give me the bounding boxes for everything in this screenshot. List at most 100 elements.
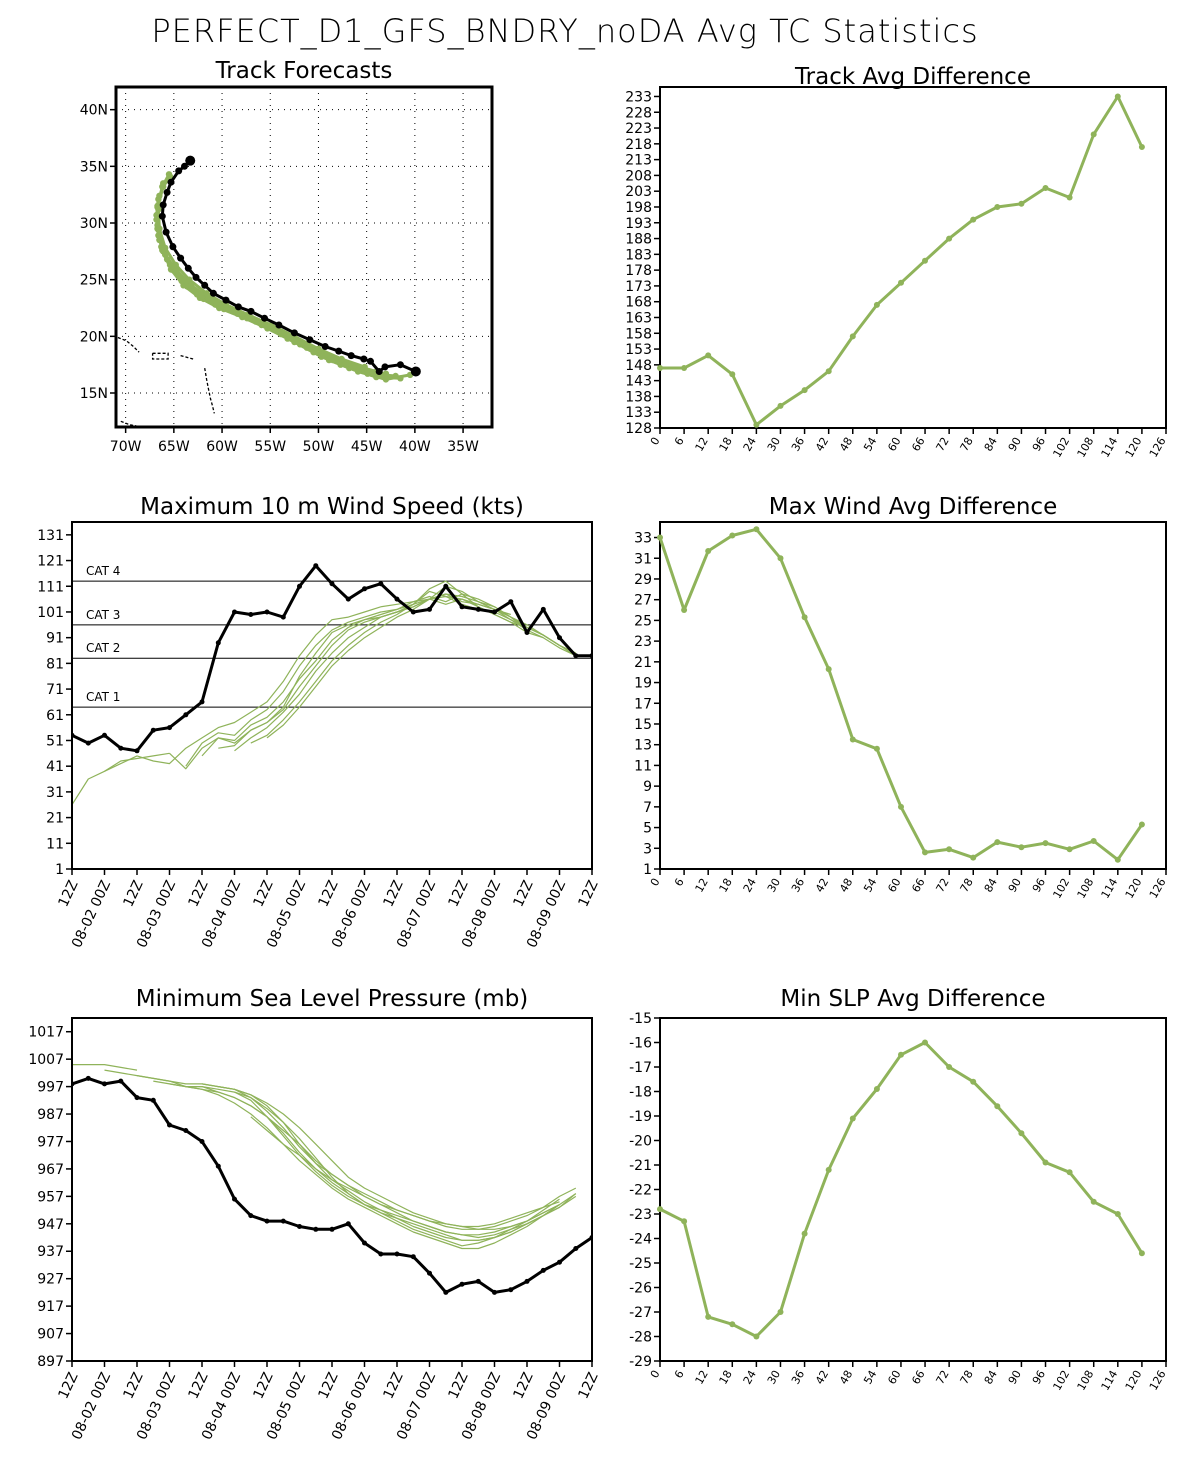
forecast-track-4 <box>155 195 377 373</box>
slp-observed-point-1 <box>85 1075 91 1081</box>
x-tick-label: 114 <box>1099 1368 1121 1393</box>
y-tick-label: 1017 <box>28 1025 64 1041</box>
y-tick-label: 111 <box>37 579 64 595</box>
wind_diff-point-7 <box>825 666 832 673</box>
y-tick-label: 128 <box>625 421 652 437</box>
slp-forecast-1 <box>104 1069 577 1241</box>
observed-track-point-2 <box>381 363 389 371</box>
x-tick-label: 70W <box>110 439 142 455</box>
track_diff-point-17 <box>1066 194 1073 201</box>
y-tick-label: 168 <box>625 295 652 311</box>
observed-track-point-3 <box>375 368 383 375</box>
wind_diff-point-1 <box>681 607 688 613</box>
y-tick-label: 203 <box>625 184 652 200</box>
wind-observed-point-10 <box>232 609 237 615</box>
x-tick-label: 48 <box>837 1368 855 1387</box>
track_diff-point-19 <box>1114 93 1121 100</box>
slp-observed-point-8 <box>199 1139 205 1144</box>
wind-observed-point-5 <box>150 727 156 733</box>
x-tick-label: 102 <box>1050 876 1072 901</box>
wind-observed-point-13 <box>280 614 286 620</box>
x-tick-label: 12Z <box>381 878 407 910</box>
x-tick-label: 24 <box>741 435 759 454</box>
y-tick-label: 81 <box>46 656 64 672</box>
x-tick-label: 12Z <box>121 1370 147 1402</box>
x-tick-label: 12Z <box>576 878 602 910</box>
slp-observed-point-28 <box>524 1278 530 1284</box>
x-tick-label: 90 <box>1006 1368 1024 1387</box>
forecast-track-2-point-14 <box>160 180 167 187</box>
wind-forecast-1 <box>104 595 511 772</box>
slp-observed-point-31 <box>573 1246 579 1251</box>
x-tick-label: 40W <box>399 439 431 455</box>
y-tick-label: 188 <box>625 232 652 248</box>
forecast-track-5-point-1 <box>338 355 345 363</box>
wind-observed-point-4 <box>134 748 140 754</box>
slp-observed-point-13 <box>280 1218 286 1224</box>
x-tick-label: 0 <box>648 435 663 448</box>
forecast-track-2 <box>156 182 396 378</box>
track-plot-area <box>116 87 492 427</box>
slp_diff-point-6 <box>801 1230 808 1237</box>
slp_diff-point-17 <box>1066 1169 1073 1176</box>
observed-track-point-26 <box>167 178 175 186</box>
y-tick-label: 158 <box>625 326 652 342</box>
wind-observed-point-18 <box>362 586 367 592</box>
observed-track-point-21 <box>169 243 177 251</box>
x-tick-label: 102 <box>1050 435 1072 460</box>
y-tick-label: 41 <box>46 759 64 775</box>
slp-forecast-8 <box>250 1116 560 1228</box>
y-tick-label: -24 <box>629 1232 652 1248</box>
x-tick-label: 120 <box>1123 435 1145 460</box>
x-tick-label: 96 <box>1030 435 1048 454</box>
wind_diff-frame <box>659 521 1167 870</box>
slp_diff-point-20 <box>1138 1250 1145 1257</box>
track_diff-point-16 <box>1042 185 1049 191</box>
slp_diff-point-8 <box>849 1115 856 1122</box>
y-tick-label: -22 <box>629 1183 652 1199</box>
x-tick-label: 60 <box>885 876 903 895</box>
slp-observed-point-26 <box>492 1289 497 1295</box>
wind-observed-point-16 <box>329 581 335 587</box>
wind-observed-point-9 <box>215 640 221 646</box>
forecast-track-1-point-0 <box>397 375 404 382</box>
slp-frame <box>71 1017 593 1362</box>
wind-observed-point-11 <box>248 612 254 617</box>
y-tick-label: -20 <box>629 1134 652 1150</box>
observed-track-point-12 <box>261 314 268 322</box>
y-tick-label: 31 <box>46 785 64 801</box>
y-tick-label: 178 <box>625 263 652 279</box>
coastline-0 <box>117 336 140 353</box>
x-tick-label: 12Z <box>316 878 342 910</box>
y-tick-label: 31 <box>634 551 652 567</box>
x-tick-label: 126 <box>1147 435 1169 460</box>
track_diff-point-2 <box>705 352 712 359</box>
slp_diff-point-13 <box>970 1078 977 1085</box>
y-tick-label: 17 <box>634 696 652 712</box>
y-tick-label: 15 <box>634 717 652 733</box>
y-tick-label: 198 <box>625 200 652 216</box>
slp-forecast-3 <box>153 1080 560 1250</box>
observed-track-point-28 <box>181 162 188 170</box>
coastline-3 <box>204 367 215 414</box>
slp_diff-point-14 <box>994 1103 1001 1110</box>
x-tick-label: 120 <box>1123 876 1145 901</box>
track_diff-point-5 <box>777 402 784 409</box>
x-tick-label: 72 <box>933 876 951 895</box>
track_diff-point-15 <box>1018 200 1025 207</box>
coastline-4 <box>120 420 137 427</box>
wind_diff-point-19 <box>1114 856 1121 863</box>
slp-forecast-6 <box>201 1083 577 1230</box>
x-tick-label: 30 <box>765 1368 783 1387</box>
x-tick-label: 12Z <box>446 878 472 910</box>
observed-track-point-20 <box>177 254 185 262</box>
y-tick-label: 71 <box>46 682 64 698</box>
x-tick-label: 12 <box>693 876 711 895</box>
wind-observed-point-8 <box>199 699 205 705</box>
y-tick-label: -17 <box>629 1060 652 1076</box>
forecast-track-4-point-13 <box>156 192 163 199</box>
category-label: CAT 3 <box>86 608 120 622</box>
slp_diff-point-11 <box>922 1039 928 1046</box>
wind_diff-line <box>658 527 1144 862</box>
x-tick-label: 12Z <box>511 878 537 910</box>
